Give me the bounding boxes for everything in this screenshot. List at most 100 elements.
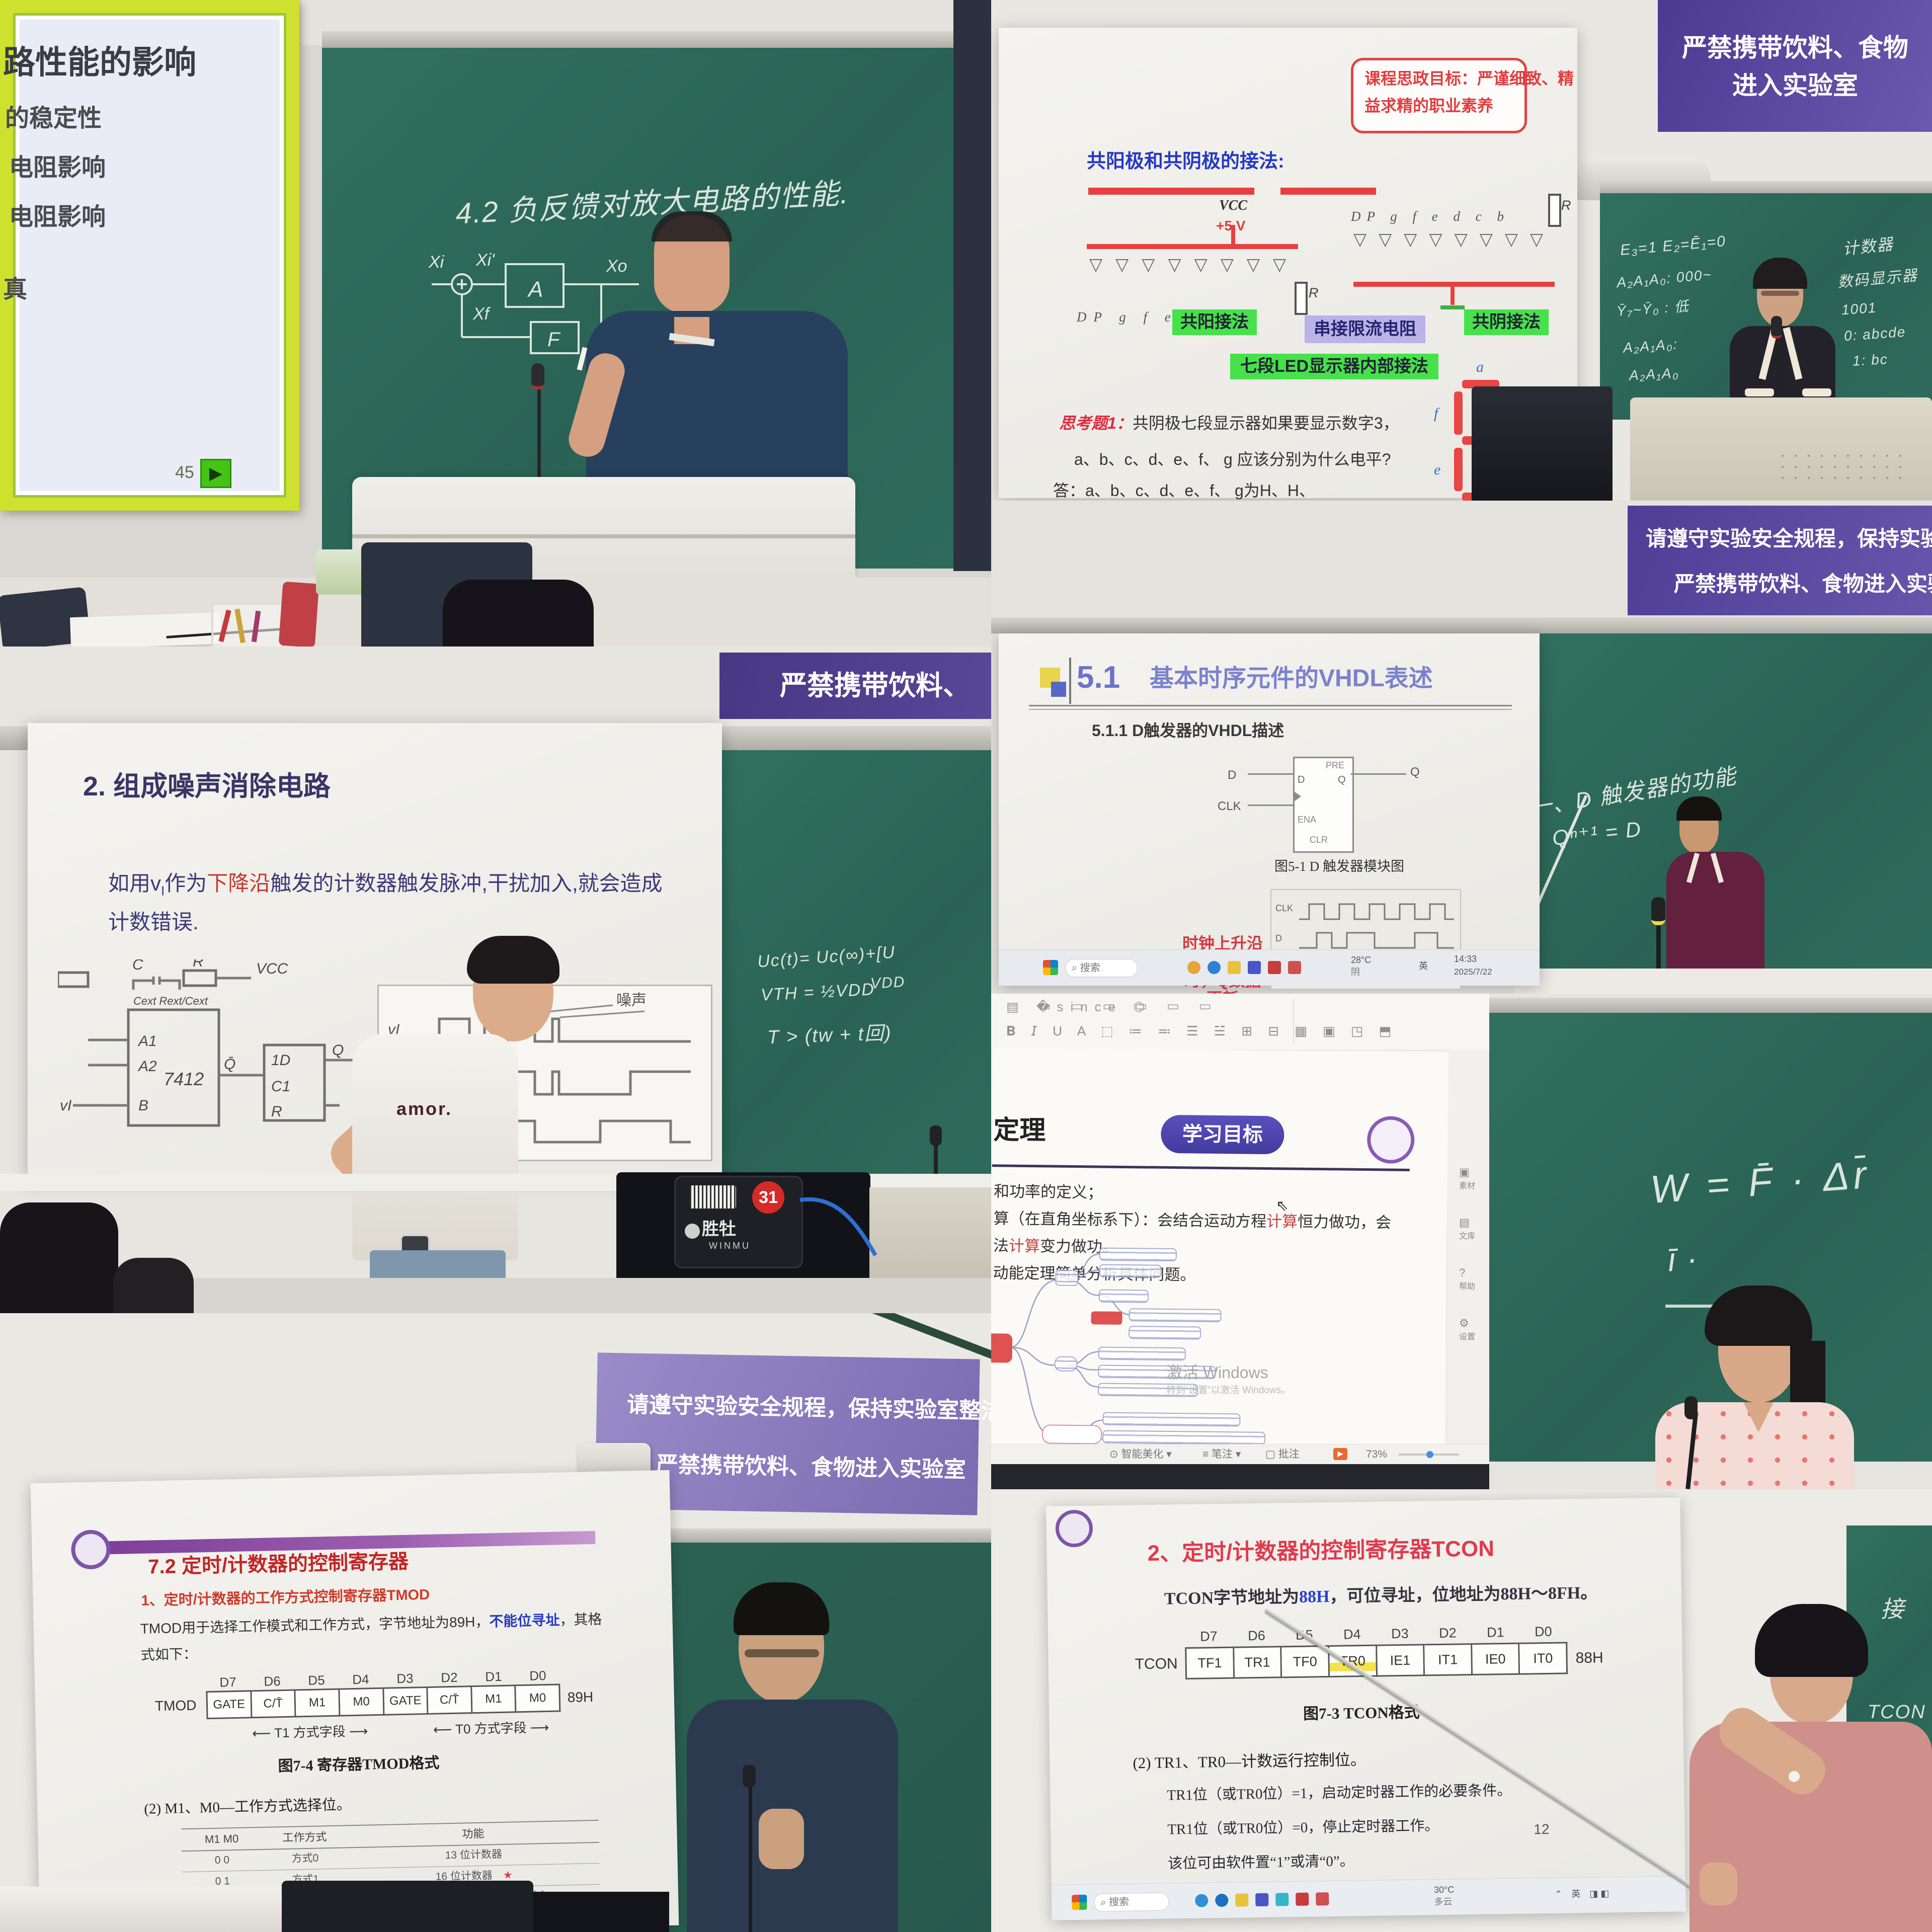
toolbar-icons: 𝐁 𝘐 U A ⬚ ≔ ≕ ☰ ☱ ⊞ ⊟ ▦ ▣ ◳ ⬒ <box>1006 1023 1398 1038</box>
reg-cell: M0 <box>340 1687 384 1717</box>
bit: D7 <box>219 1674 236 1690</box>
school-logo-icon <box>1366 1116 1415 1164</box>
white-tshirt: amor. <box>352 1034 518 1260</box>
reg-addr: 89H <box>567 1689 594 1706</box>
tray-icons: ⌃ 英 ◨ ◧ <box>1555 1888 1609 1899</box>
figure-caption: 图5-1 D 触发器模块图 <box>1274 859 1404 874</box>
document-page: 定理 学习目标 和功率的定义； 算（在直角坐标系下）：会结合运动方程计算恒力做功… <box>991 1048 1449 1463</box>
photo-panel-bottom-left: 请遵守实验安全规程，保持实验室整洁 严禁携带饮料、食物进入实验室 两个01，串行… <box>0 1313 991 1932</box>
resistor <box>1295 282 1308 315</box>
svg-text:B: B <box>138 1097 148 1114</box>
bit: D6 <box>264 1673 281 1689</box>
input-clk: CLK <box>1218 799 1241 813</box>
photo-panel-center-teacher: W = F̄ · Δr̄ ī · <box>1489 994 1932 1489</box>
reg-cell: IT0 <box>1519 1642 1568 1675</box>
play-mode-icon: ▶ <box>1333 1448 1347 1460</box>
v5-label: +5 V <box>1216 218 1246 233</box>
label-series-resistor: 串接限流电阻 <box>1305 315 1425 344</box>
page-number: 45 <box>175 463 194 482</box>
slide-item: 电阻影响 <box>9 154 106 181</box>
label-cathode: 共阴接法 <box>1464 309 1549 336</box>
search-pill: ⌕ 搜索 <box>1094 1892 1169 1912</box>
photo-panel-top-left: 4.2 负反馈对放大电路的性能. Xi Xi' A Xo Xf F <box>0 0 991 647</box>
brand-text: 胜牡 <box>702 1220 736 1239</box>
mindmap-node <box>1099 1264 1162 1278</box>
bit: D4 <box>352 1671 369 1687</box>
board-rail <box>1600 181 1932 193</box>
slide-title: 7.2 定时/计数器的控制寄存器 <box>147 1550 409 1578</box>
banner-line2: 严禁携带饮料、食物进入实验室 <box>1674 572 1932 596</box>
taskbar: ⌕ 搜索 28°C 阴 英 14:33 2025/7/22 <box>999 949 1540 985</box>
rail <box>1489 998 1932 1013</box>
presenter-hair <box>467 936 559 984</box>
svg-text:R: R <box>193 959 204 970</box>
reg-cell: TR1 <box>1234 1646 1282 1679</box>
seg-letter: f <box>1434 405 1438 422</box>
student-head <box>443 580 594 647</box>
teacher-hair <box>1676 796 1722 821</box>
taskbar: ⌕ 搜索 30°C 多云 ⌃ 英 ◨ ◧ <box>1051 1876 1686 1920</box>
app-icon <box>1275 1893 1289 1906</box>
reg-cell: TF0 <box>1281 1645 1330 1678</box>
clock-date: 2025/7/22 <box>1454 967 1492 977</box>
teacher-hand <box>1700 1863 1737 1905</box>
label-seven-segment: 七段LED显示器内部接法 <box>1230 354 1438 380</box>
body-text: TCON字节地址为 <box>1164 1587 1300 1608</box>
mindmap-node <box>1129 1308 1222 1323</box>
note-item: ≡ 笔注 ▾ <box>1202 1448 1241 1460</box>
slide-subtitle: 1、定时/计数器的工作方式控制寄存器TMOD <box>141 1586 430 1609</box>
deco-square <box>1051 682 1066 697</box>
clock-time: 14:33 <box>1454 954 1477 964</box>
title-rule <box>1029 705 1512 706</box>
mic-stem <box>537 382 541 483</box>
mindmap-node <box>1129 1326 1201 1340</box>
resistor-label: R <box>1309 285 1319 300</box>
reg-cell: M1 <box>295 1688 341 1718</box>
body-text: TMOD用于选择工作模式和工作方式，字节地址为89H， <box>140 1614 490 1637</box>
reg-cell: C/T̄ <box>428 1685 473 1715</box>
figure-caption: 图7-4 寄存器TMOD格式 <box>278 1754 440 1775</box>
ff-clr: CLR <box>1310 835 1328 845</box>
lectern-groove <box>352 534 855 538</box>
microphone-icon <box>743 1765 756 1787</box>
wps-icon <box>1268 961 1281 974</box>
dff-module: PRE D Q ENA CLR <box>1293 757 1354 853</box>
anode-bus <box>1087 244 1298 249</box>
desk <box>0 1887 282 1932</box>
weather-temp: 30°C <box>1433 1884 1455 1895</box>
body-text: 作为 <box>165 871 207 895</box>
activate-watermark: 激活 Windows <box>1166 1363 1268 1382</box>
mic-stem <box>749 1781 752 1932</box>
microphone-icon <box>1771 316 1782 339</box>
output-q: Q <box>1410 765 1420 779</box>
question-text: 共阴极七段显示器如果要显示数字3， <box>1132 414 1399 432</box>
chalk-text: 1: bc <box>1852 351 1889 369</box>
no-food-banner: 严禁携带饮料、食物进入实验室 <box>1658 0 1932 132</box>
body-text: 如用v <box>108 871 162 895</box>
mic-stem <box>934 1140 938 1187</box>
right-sidebar: ▣ 素材 ▤ 文库 ? 帮助 ⚙ 设置 <box>1446 1050 1489 1463</box>
page-number: 12 <box>1534 1821 1550 1837</box>
svg-text:Xi: Xi <box>428 253 445 272</box>
zoom-level: 73% <box>1366 1448 1388 1460</box>
brand-text-en: WINMU <box>709 1241 751 1251</box>
mindmap-node <box>1102 1412 1241 1427</box>
student-head <box>0 1202 118 1313</box>
feedback-diagram: Xi Xi' A Xo Xf F <box>428 251 639 354</box>
objective-pill: 学习目标 <box>1160 1114 1284 1155</box>
noise-label: 噪声 <box>616 992 647 1009</box>
slide-item: 的稳定性 <box>5 105 102 132</box>
svg-text:7412: 7412 <box>164 1069 204 1089</box>
svg-text:1D: 1D <box>271 1052 290 1069</box>
body-highlight: 下降沿 <box>207 871 271 895</box>
span-label: ⟵ T0 方式字段 ⟶ <box>433 1719 549 1737</box>
mindmap-node <box>1055 1269 1079 1286</box>
body-text: TR1位（或TR0位）=1，启动定时器工作的必要条件。 <box>1167 1782 1512 1804</box>
sidebar-item: ? 帮助 <box>1459 1266 1476 1292</box>
folder-icon <box>1235 1893 1249 1907</box>
svg-text:R: R <box>271 1103 282 1120</box>
lectern <box>1630 397 1932 501</box>
reg-cell: GATE <box>383 1686 429 1716</box>
course-goal-box: 课程思政目标：严谨细致、精 益求精的职业素养 <box>1351 58 1574 133</box>
